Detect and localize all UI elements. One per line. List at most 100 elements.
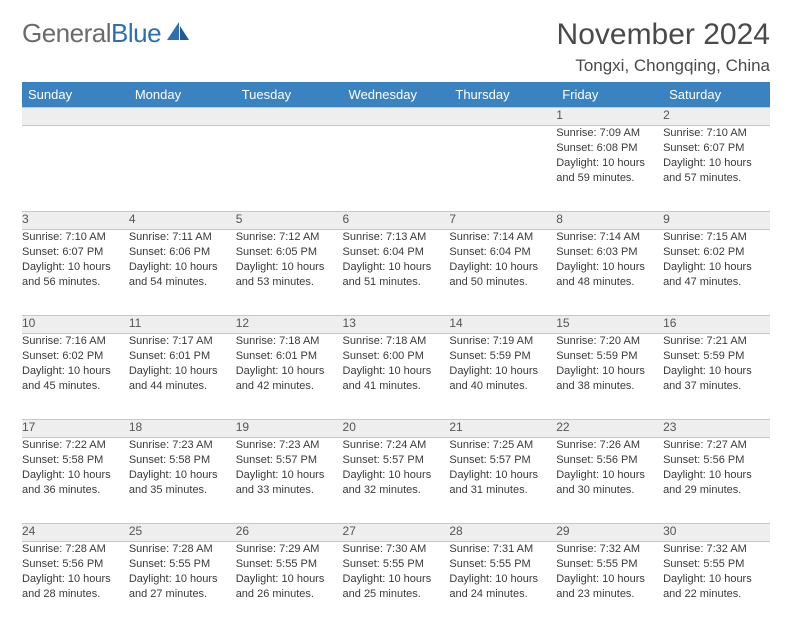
day-info-line: Daylight: 10 hours bbox=[663, 260, 770, 275]
day-cell: Sunrise: 7:15 AMSunset: 6:02 PMDaylight:… bbox=[663, 230, 770, 316]
day-number bbox=[343, 108, 450, 126]
day-info-line: Sunset: 6:01 PM bbox=[236, 349, 343, 364]
day-number: 20 bbox=[343, 420, 450, 438]
day-info-line: Sunrise: 7:29 AM bbox=[236, 542, 343, 557]
day-info-line: Sunrise: 7:25 AM bbox=[449, 438, 556, 453]
day-info-line: Sunset: 5:55 PM bbox=[236, 557, 343, 572]
day-number: 19 bbox=[236, 420, 343, 438]
day-info-line: Sunrise: 7:26 AM bbox=[556, 438, 663, 453]
day-info-line: Sunset: 5:55 PM bbox=[556, 557, 663, 572]
day-info-line: Sunset: 5:55 PM bbox=[343, 557, 450, 572]
day-cell: Sunrise: 7:21 AMSunset: 5:59 PMDaylight:… bbox=[663, 334, 770, 420]
day-cell: Sunrise: 7:28 AMSunset: 5:55 PMDaylight:… bbox=[129, 542, 236, 628]
day-info-line: Sunset: 5:58 PM bbox=[129, 453, 236, 468]
day-cell: Sunrise: 7:18 AMSunset: 6:01 PMDaylight:… bbox=[236, 334, 343, 420]
day-number: 2 bbox=[663, 108, 770, 126]
weekday-header: Thursday bbox=[449, 82, 556, 108]
day-info-line: and 57 minutes. bbox=[663, 171, 770, 186]
day-number: 10 bbox=[22, 316, 129, 334]
day-cell: Sunrise: 7:22 AMSunset: 5:58 PMDaylight:… bbox=[22, 438, 129, 524]
day-cell: Sunrise: 7:29 AMSunset: 5:55 PMDaylight:… bbox=[236, 542, 343, 628]
day-info-line: and 32 minutes. bbox=[343, 483, 450, 498]
day-cell: Sunrise: 7:30 AMSunset: 5:55 PMDaylight:… bbox=[343, 542, 450, 628]
day-info-line: Sunrise: 7:32 AM bbox=[556, 542, 663, 557]
day-info-line: Daylight: 10 hours bbox=[556, 572, 663, 587]
day-info-line: Sunrise: 7:17 AM bbox=[129, 334, 236, 349]
day-info-line: and 47 minutes. bbox=[663, 275, 770, 290]
weekday-header: Saturday bbox=[663, 82, 770, 108]
day-info-line: Sunrise: 7:27 AM bbox=[663, 438, 770, 453]
day-number: 6 bbox=[343, 212, 450, 230]
day-cell: Sunrise: 7:14 AMSunset: 6:04 PMDaylight:… bbox=[449, 230, 556, 316]
day-info-line: Sunset: 6:00 PM bbox=[343, 349, 450, 364]
day-info-line: Sunset: 5:59 PM bbox=[449, 349, 556, 364]
day-number bbox=[22, 108, 129, 126]
day-info-line: and 30 minutes. bbox=[556, 483, 663, 498]
day-info-line: Sunset: 5:55 PM bbox=[129, 557, 236, 572]
day-info-line: Sunset: 6:04 PM bbox=[343, 245, 450, 260]
day-info-line: Sunrise: 7:24 AM bbox=[343, 438, 450, 453]
day-info-line: Sunset: 5:59 PM bbox=[663, 349, 770, 364]
day-info-line: Daylight: 10 hours bbox=[236, 468, 343, 483]
day-info-line: and 29 minutes. bbox=[663, 483, 770, 498]
day-info-line: Sunset: 5:58 PM bbox=[22, 453, 129, 468]
day-info-line: Sunrise: 7:12 AM bbox=[236, 230, 343, 245]
day-cell: Sunrise: 7:19 AMSunset: 5:59 PMDaylight:… bbox=[449, 334, 556, 420]
day-info-line: and 31 minutes. bbox=[449, 483, 556, 498]
day-cell: Sunrise: 7:14 AMSunset: 6:03 PMDaylight:… bbox=[556, 230, 663, 316]
day-number: 3 bbox=[22, 212, 129, 230]
day-info-line: and 37 minutes. bbox=[663, 379, 770, 394]
day-body-row: Sunrise: 7:22 AMSunset: 5:58 PMDaylight:… bbox=[22, 438, 770, 524]
day-number: 7 bbox=[449, 212, 556, 230]
day-info-line: Daylight: 10 hours bbox=[129, 260, 236, 275]
day-info-line: Sunrise: 7:32 AM bbox=[663, 542, 770, 557]
day-info-line: Sunset: 6:06 PM bbox=[129, 245, 236, 260]
day-info-line: Sunrise: 7:11 AM bbox=[129, 230, 236, 245]
day-number: 23 bbox=[663, 420, 770, 438]
day-info-line: Daylight: 10 hours bbox=[663, 572, 770, 587]
weekday-header: Friday bbox=[556, 82, 663, 108]
day-info-line: Sunrise: 7:14 AM bbox=[449, 230, 556, 245]
day-info-line: Sunset: 6:05 PM bbox=[236, 245, 343, 260]
logo: GeneralBlue bbox=[22, 18, 191, 49]
day-cell: Sunrise: 7:23 AMSunset: 5:57 PMDaylight:… bbox=[236, 438, 343, 524]
day-info-line: Sunset: 5:55 PM bbox=[663, 557, 770, 572]
day-info-line: Daylight: 10 hours bbox=[449, 572, 556, 587]
day-info-line: Daylight: 10 hours bbox=[556, 156, 663, 171]
month-title: November 2024 bbox=[557, 18, 770, 52]
day-info-line: and 23 minutes. bbox=[556, 587, 663, 602]
day-info-line: Sunset: 6:07 PM bbox=[663, 141, 770, 156]
day-body-row: Sunrise: 7:16 AMSunset: 6:02 PMDaylight:… bbox=[22, 334, 770, 420]
day-cell: Sunrise: 7:12 AMSunset: 6:05 PMDaylight:… bbox=[236, 230, 343, 316]
day-info-line: and 54 minutes. bbox=[129, 275, 236, 290]
day-number: 24 bbox=[22, 524, 129, 542]
day-number-row: 24252627282930 bbox=[22, 524, 770, 542]
day-number: 11 bbox=[129, 316, 236, 334]
day-cell bbox=[449, 126, 556, 212]
day-info-line: Sunrise: 7:18 AM bbox=[236, 334, 343, 349]
day-info-line: Sunset: 6:04 PM bbox=[449, 245, 556, 260]
day-number: 17 bbox=[22, 420, 129, 438]
day-number: 8 bbox=[556, 212, 663, 230]
logo-text: GeneralBlue bbox=[22, 18, 161, 49]
day-info-line: Sunrise: 7:28 AM bbox=[22, 542, 129, 557]
day-info-line: Daylight: 10 hours bbox=[22, 572, 129, 587]
day-cell: Sunrise: 7:26 AMSunset: 5:56 PMDaylight:… bbox=[556, 438, 663, 524]
logo-word1: General bbox=[22, 18, 111, 48]
day-info-line: Daylight: 10 hours bbox=[129, 364, 236, 379]
day-info-line: and 28 minutes. bbox=[22, 587, 129, 602]
day-info-line: Sunset: 5:57 PM bbox=[343, 453, 450, 468]
day-cell: Sunrise: 7:16 AMSunset: 6:02 PMDaylight:… bbox=[22, 334, 129, 420]
day-number: 9 bbox=[663, 212, 770, 230]
day-info-line: Sunrise: 7:23 AM bbox=[129, 438, 236, 453]
day-cell: Sunrise: 7:09 AMSunset: 6:08 PMDaylight:… bbox=[556, 126, 663, 212]
day-number-row: 17181920212223 bbox=[22, 420, 770, 438]
day-info-line: Daylight: 10 hours bbox=[343, 260, 450, 275]
day-info-line: Daylight: 10 hours bbox=[236, 260, 343, 275]
day-body-row: Sunrise: 7:09 AMSunset: 6:08 PMDaylight:… bbox=[22, 126, 770, 212]
day-cell: Sunrise: 7:10 AMSunset: 6:07 PMDaylight:… bbox=[22, 230, 129, 316]
day-info-line: Sunrise: 7:23 AM bbox=[236, 438, 343, 453]
day-info-line: Sunrise: 7:10 AM bbox=[22, 230, 129, 245]
day-cell: Sunrise: 7:20 AMSunset: 5:59 PMDaylight:… bbox=[556, 334, 663, 420]
day-info-line: and 35 minutes. bbox=[129, 483, 236, 498]
